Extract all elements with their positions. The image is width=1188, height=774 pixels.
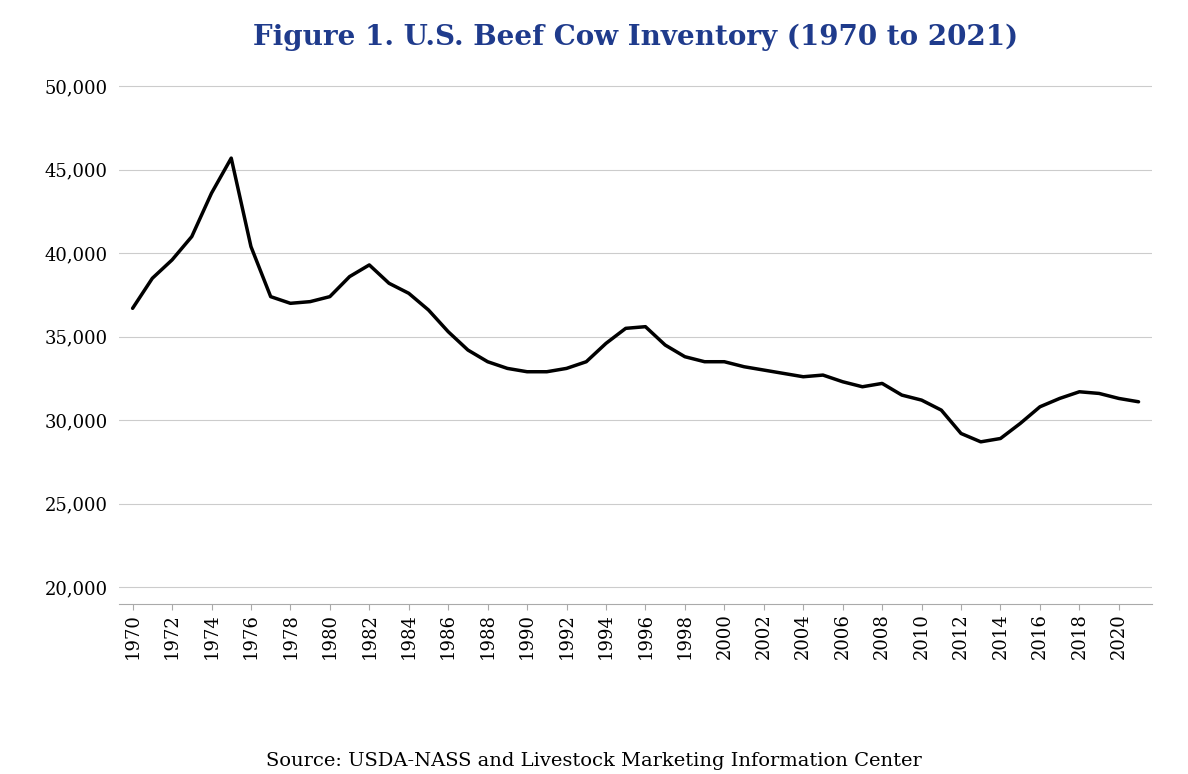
Title: Figure 1. U.S. Beef Cow Inventory (1970 to 2021): Figure 1. U.S. Beef Cow Inventory (1970 … bbox=[253, 23, 1018, 50]
Text: Source: USDA-NASS and Livestock Marketing Information Center: Source: USDA-NASS and Livestock Marketin… bbox=[266, 752, 922, 770]
